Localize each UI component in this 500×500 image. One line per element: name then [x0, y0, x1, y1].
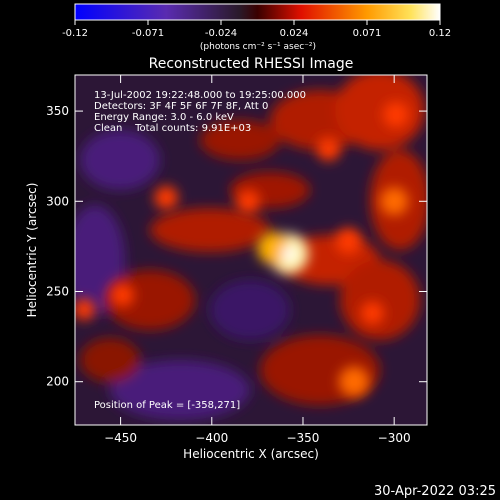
colorbar-tick-label: 0.071	[353, 28, 382, 39]
plot-area: −450 −400 −350 −300 200 250 300 350	[46, 74, 428, 445]
colorbar-tick-label: -0.071	[132, 28, 164, 39]
annotation-detectors: Detectors: 3F 4F 5F 6F 7F 8F, Att 0	[94, 101, 268, 112]
plot-frame	[74, 74, 428, 426]
heatmap-image	[75, 75, 427, 420]
bright-source-10	[236, 189, 261, 214]
colorbar: -0.12 -0.071 -0.024 0.024 0.071 0.12 (ph…	[62, 3, 451, 52]
peak-marker	[281, 246, 296, 261]
bright-source-2	[338, 366, 370, 398]
colorbar-tick-label: 0.12	[429, 28, 451, 39]
bright-sources	[75, 101, 409, 398]
colorbar-tick-label: 0.024	[280, 28, 309, 39]
colorbar-tick-label: -0.024	[205, 28, 237, 39]
colorbar-tick-label: -0.12	[62, 28, 88, 39]
chart-title: Reconstructed RHESSI Image	[149, 56, 354, 72]
bright-source-6	[316, 137, 341, 161]
bright-source-11	[360, 301, 385, 325]
bright-source-8	[110, 283, 135, 307]
y-tick-label: 200	[46, 375, 69, 389]
bright-source-7	[154, 185, 179, 210]
heatmap-texture	[75, 75, 427, 420]
annotation-peak-position: Position of Peak = [-358,271]	[94, 400, 240, 411]
colorbar-gradient	[74, 3, 441, 21]
colorbar-ticks	[74, 20, 441, 25]
x-tick-label: −300	[378, 431, 411, 445]
annotation-time-range: 13-Jul-2002 19:22:48.000 to 19:25:00.000	[94, 90, 306, 101]
bright-source-3	[380, 187, 409, 216]
y-tick-label: 350	[46, 104, 69, 118]
y-axis: 200 250 300 350	[46, 104, 427, 389]
x-axis: −450 −400 −350 −300	[104, 75, 411, 445]
y-tick-label: 300	[46, 194, 69, 208]
bright-source-4	[335, 227, 362, 254]
x-tick-label: −350	[286, 431, 319, 445]
bright-source-5	[382, 101, 409, 128]
x-tick-label: −400	[195, 431, 228, 445]
x-tick-label: −450	[104, 431, 137, 445]
bright-source-9	[75, 298, 95, 321]
footer-timestamp: 30-Apr-2022 03:25	[374, 484, 496, 499]
annotation-total-counts: Clean Total counts: 9.91E+03	[94, 123, 251, 134]
y-axis-label: Heliocentric Y (arcsec)	[25, 183, 39, 318]
annotation-energy-range: Energy Range: 3.0 - 6.0 keV	[94, 112, 234, 123]
colorbar-unit-label: (photons cm⁻² s⁻¹ asec⁻²)	[200, 42, 316, 52]
y-tick-label: 250	[46, 284, 69, 298]
x-axis-label: Heliocentric X (arcsec)	[183, 447, 319, 461]
